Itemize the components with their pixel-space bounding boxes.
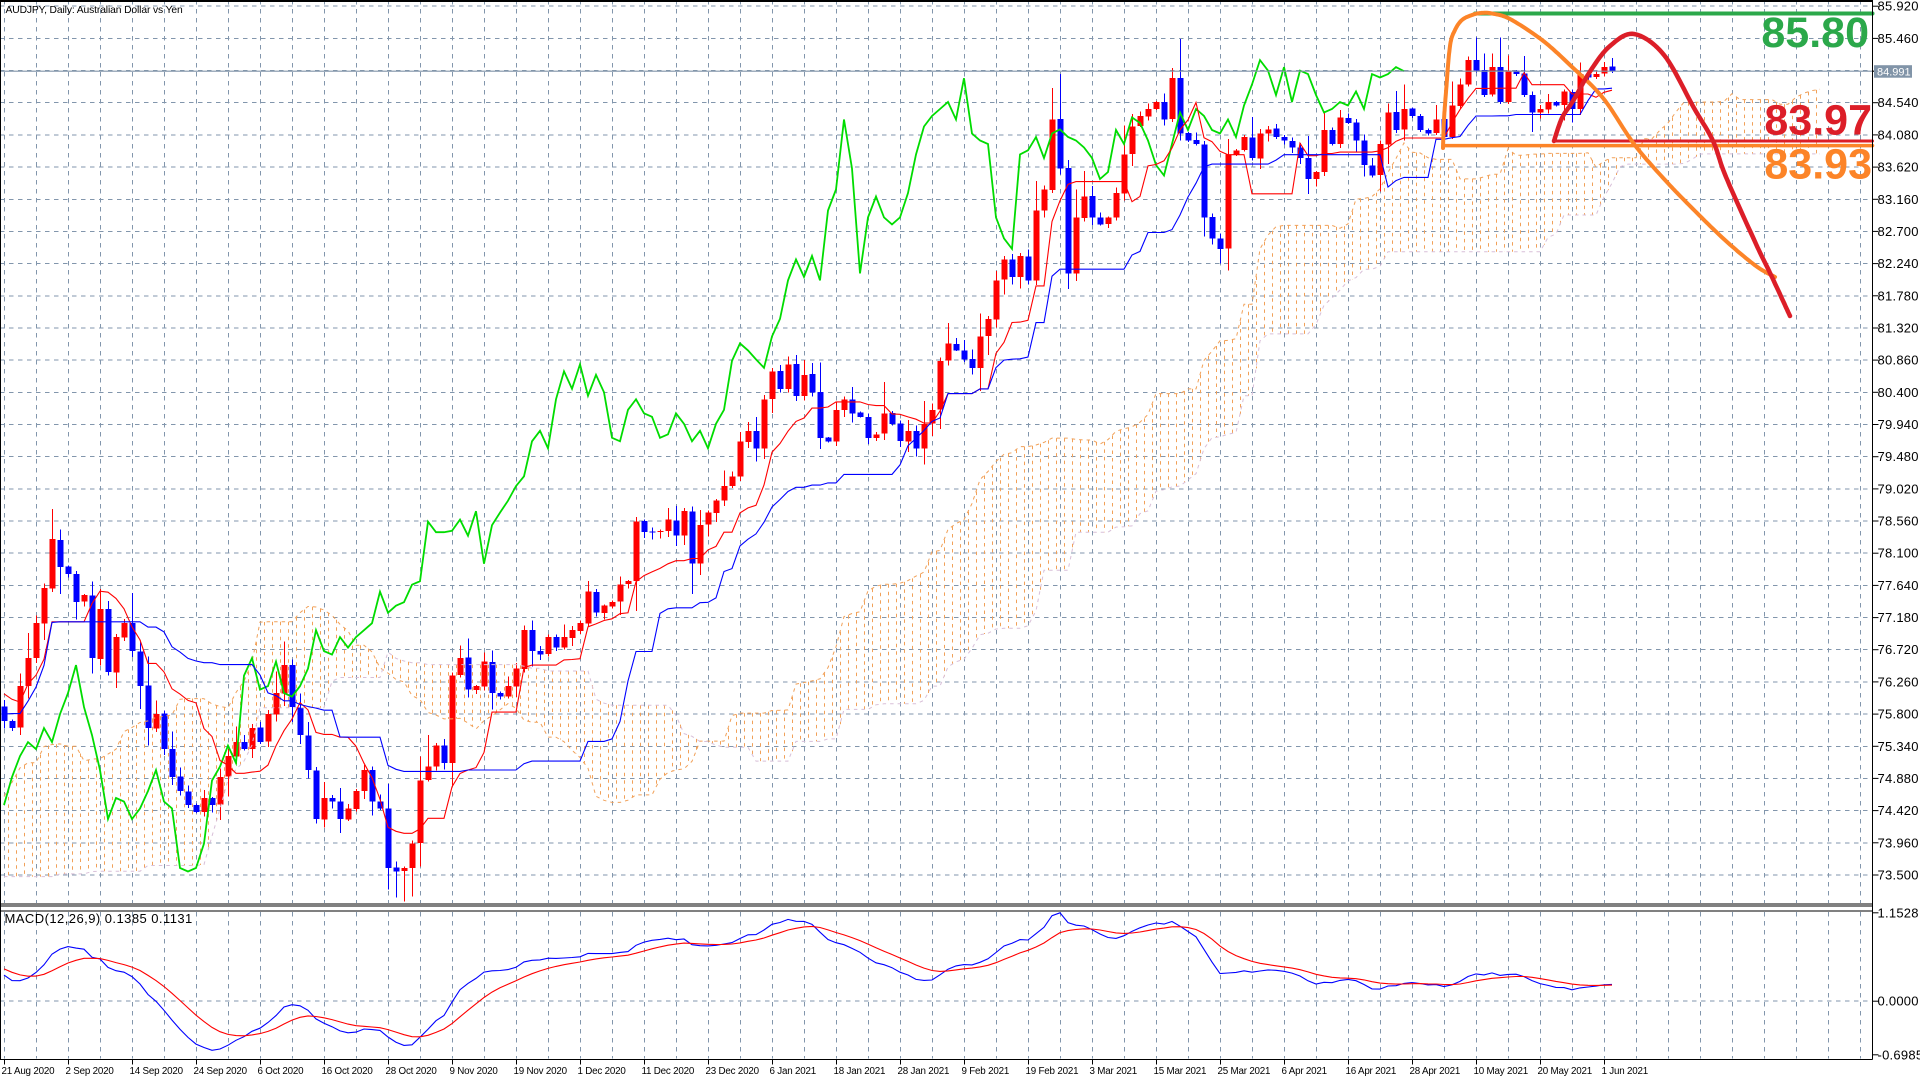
svg-text:28 Oct 2020: 28 Oct 2020 [386,1066,438,1077]
svg-text:21 Aug 2020: 21 Aug 2020 [2,1066,56,1077]
svg-text:78.100: 78.100 [1878,546,1919,561]
svg-text:AUDJPY, Daily: Australian Dol: AUDJPY, Daily: Australian Dollar vs Yen [6,5,184,16]
svg-text:28 Apr 2021: 28 Apr 2021 [1410,1066,1461,1077]
svg-text:78.560: 78.560 [1878,514,1919,529]
svg-text:74.420: 74.420 [1878,803,1919,818]
svg-text:16 Oct 2020: 16 Oct 2020 [322,1066,374,1077]
svg-text:85.460: 85.460 [1878,31,1919,46]
svg-text:9 Nov 2020: 9 Nov 2020 [450,1066,499,1077]
svg-text:82.700: 82.700 [1878,224,1919,239]
svg-text:79.940: 79.940 [1878,417,1919,432]
svg-text:73.960: 73.960 [1878,835,1919,850]
svg-text:0.0000: 0.0000 [1878,994,1919,1009]
svg-text:19 Feb 2021: 19 Feb 2021 [1026,1066,1079,1077]
svg-text:73.500: 73.500 [1878,868,1919,883]
svg-text:79.020: 79.020 [1878,481,1919,496]
svg-text:23 Dec 2020: 23 Dec 2020 [706,1066,760,1077]
svg-text:80.860: 80.860 [1878,353,1919,368]
svg-text:15 Mar 2021: 15 Mar 2021 [1154,1066,1207,1077]
svg-text:79.480: 79.480 [1878,449,1919,464]
svg-text:75.340: 75.340 [1878,739,1919,754]
svg-text:77.180: 77.180 [1878,610,1919,625]
svg-text:82.240: 82.240 [1878,256,1919,271]
svg-text:9 Feb 2021: 9 Feb 2021 [962,1066,1010,1077]
svg-text:19 Nov 2020: 19 Nov 2020 [514,1066,568,1077]
svg-text:85.80: 85.80 [1761,9,1869,57]
svg-text:6 Jan 2021: 6 Jan 2021 [770,1066,816,1077]
svg-text:84.540: 84.540 [1878,95,1919,110]
svg-text:81.320: 81.320 [1878,321,1919,336]
svg-text:MACD(12,26,9) 0.1385 0.1131: MACD(12,26,9) 0.1385 0.1131 [5,911,193,926]
svg-text:28 Jan 2021: 28 Jan 2021 [898,1066,950,1077]
svg-text:83.93: 83.93 [1764,141,1872,189]
svg-text:84.991: 84.991 [1877,66,1911,78]
svg-text:6 Oct 2020: 6 Oct 2020 [258,1066,305,1077]
svg-text:3 Mar 2021: 3 Mar 2021 [1090,1066,1138,1077]
svg-text:20 May 2021: 20 May 2021 [1538,1066,1592,1077]
svg-text:1 Jun 2021: 1 Jun 2021 [1602,1066,1648,1077]
svg-text:80.400: 80.400 [1878,385,1919,400]
svg-text:11 Dec 2020: 11 Dec 2020 [642,1066,695,1077]
svg-text:81.780: 81.780 [1878,288,1919,303]
svg-text:76.260: 76.260 [1878,674,1919,689]
svg-text:6 Apr 2021: 6 Apr 2021 [1282,1066,1327,1077]
svg-text:-0.6985: -0.6985 [1878,1047,1920,1062]
svg-text:24 Sep 2020: 24 Sep 2020 [194,1066,248,1077]
svg-text:10 May 2021: 10 May 2021 [1474,1066,1528,1077]
svg-text:84.080: 84.080 [1878,127,1919,142]
svg-text:1 Dec 2020: 1 Dec 2020 [578,1066,627,1077]
svg-text:83.620: 83.620 [1878,160,1919,175]
svg-text:74.880: 74.880 [1878,771,1919,786]
svg-text:18 Jan 2021: 18 Jan 2021 [834,1066,886,1077]
svg-text:1.1528: 1.1528 [1878,905,1919,920]
svg-text:25 Mar 2021: 25 Mar 2021 [1218,1066,1271,1077]
svg-text:2 Sep 2020: 2 Sep 2020 [66,1066,115,1077]
svg-text:75.800: 75.800 [1878,707,1919,722]
svg-text:83.97: 83.97 [1764,97,1872,145]
svg-text:83.160: 83.160 [1878,192,1919,207]
svg-text:85.920: 85.920 [1878,0,1919,14]
svg-text:77.640: 77.640 [1878,578,1919,593]
svg-text:14 Sep 2020: 14 Sep 2020 [130,1066,184,1077]
svg-text:16 Apr 2021: 16 Apr 2021 [1346,1066,1397,1077]
svg-text:76.720: 76.720 [1878,642,1919,657]
